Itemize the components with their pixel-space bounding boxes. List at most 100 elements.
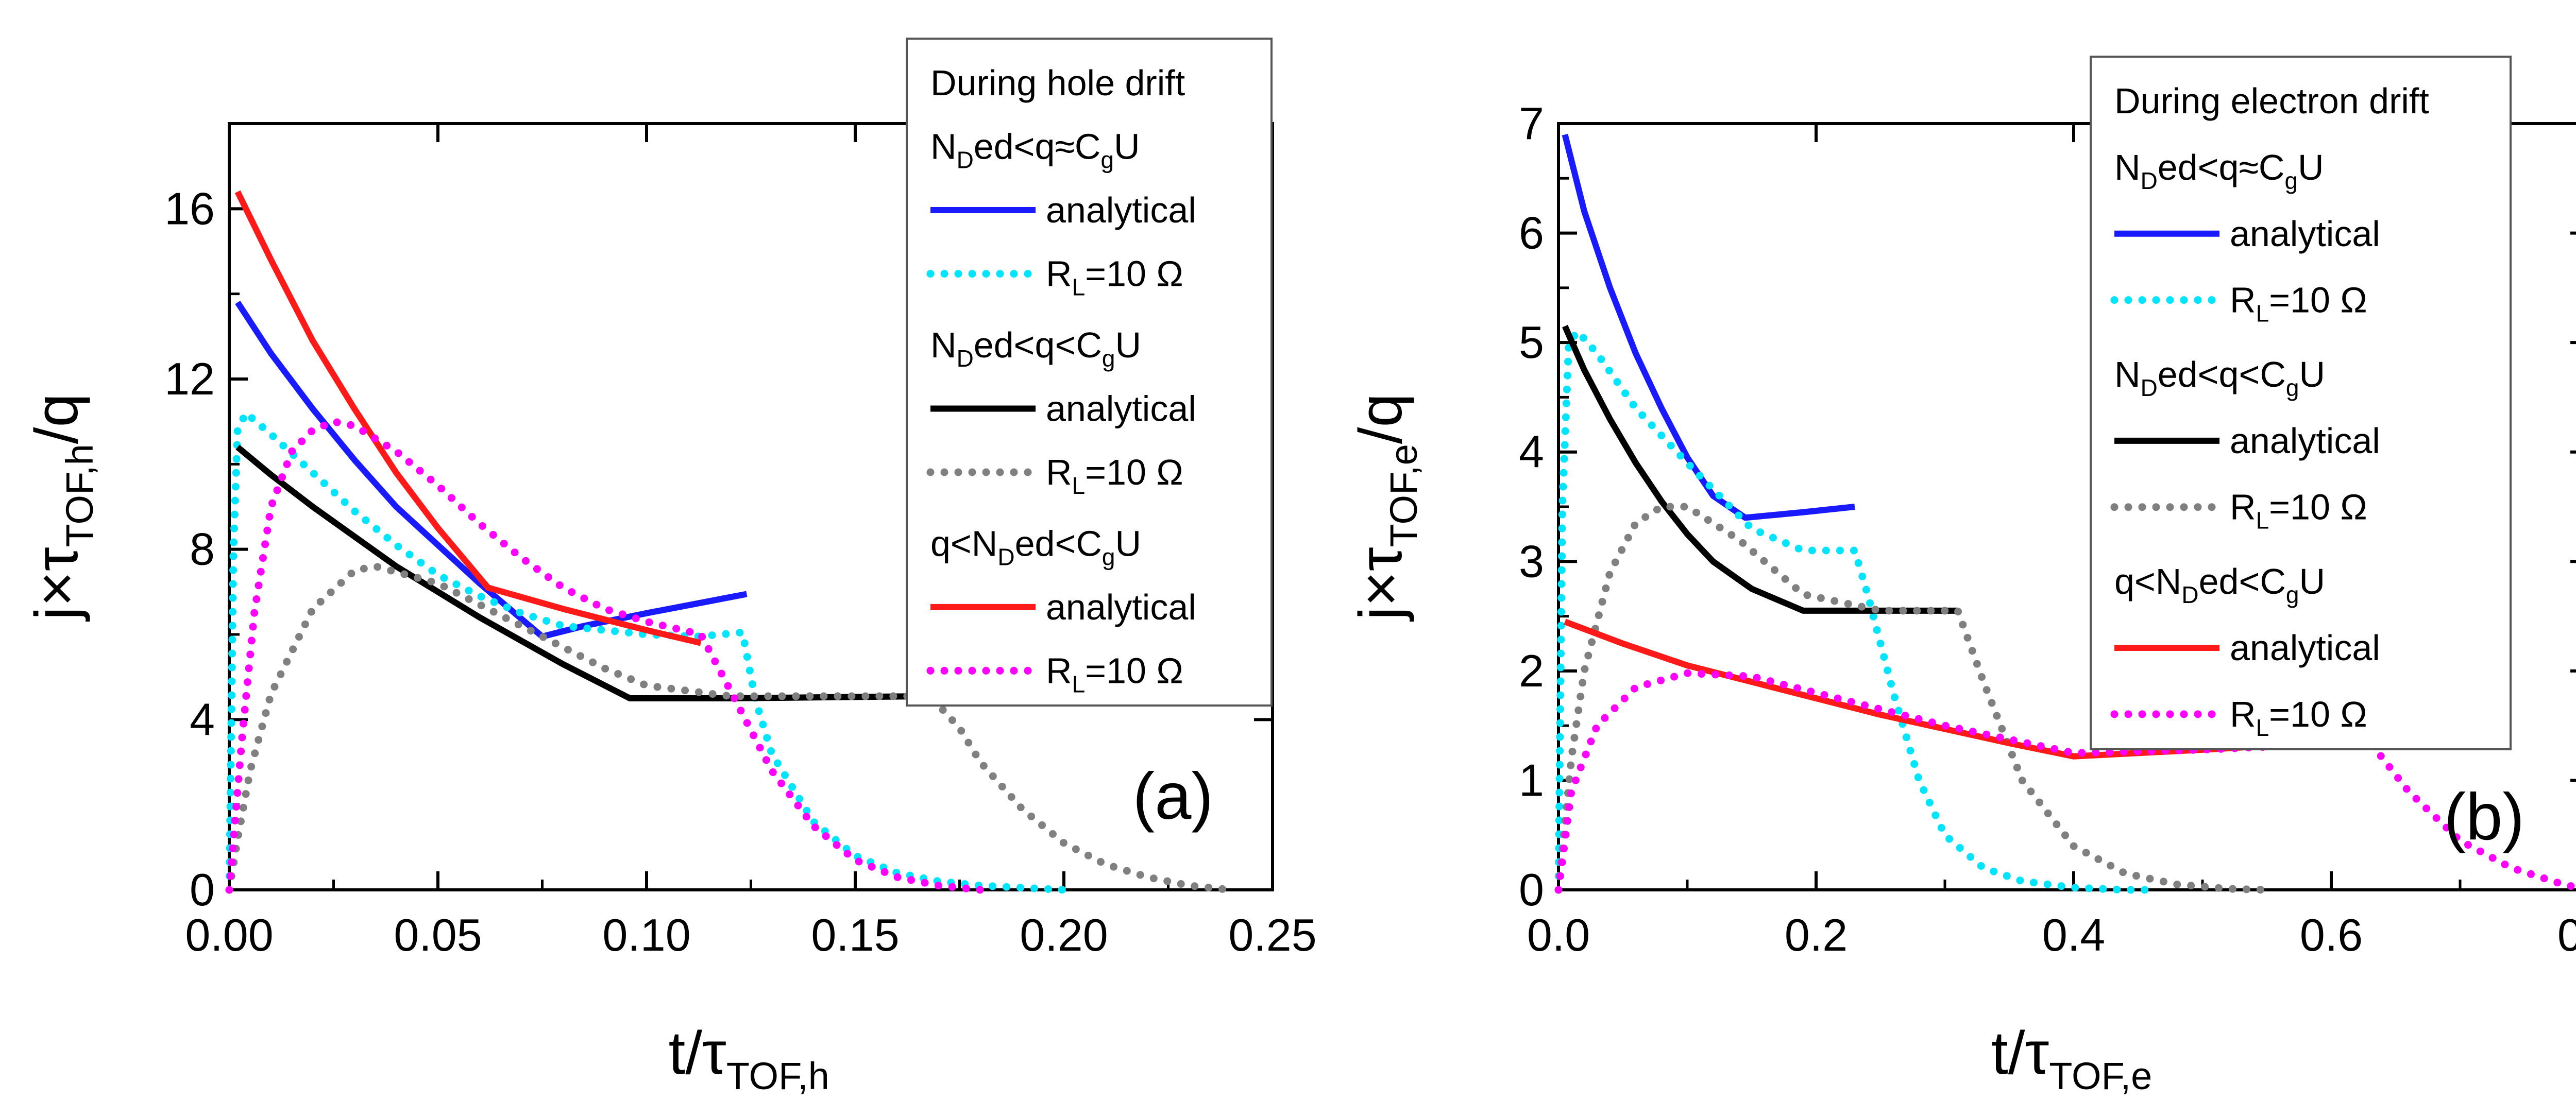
chart-panel-a: 0.00 0.05 0.10 0.15 0.20 0.25 0 4 8 12 16 During ho… [23,38,1317,1097]
heading-part: U [1114,127,1140,167]
heading-part: N [930,127,957,167]
heading-part: N [2114,354,2141,394]
y-title-subscript: TOF,e [1382,444,1425,547]
legend-group-heading: q<NDed<CgU [930,523,1141,570]
legend-entry-label: RL=10 Ω [1046,452,1183,499]
heading-part: ed<C [1015,523,1102,563]
x-tick-label: 0.05 [394,909,482,960]
heading-subscript: g [2286,581,2299,608]
y-tick-label: 4 [1519,426,1544,477]
heading-subscript: D [957,345,974,372]
y-tick-label: 12 [164,353,215,404]
y-axis-title: j×τTOF,h/q [23,393,101,622]
series-line-4 [1554,503,2271,894]
series-line-5 [234,190,702,646]
legend-entry-label: analytical [1046,190,1196,230]
series-line-5 [1564,618,2370,760]
heading-part: ed<q<C [974,325,1102,365]
entry-text: analytical [2230,214,2380,254]
entry-subscript: L [2256,507,2269,534]
entry-text: =10 Ω [1085,452,1183,492]
x-tick-label: 0.8 [2557,909,2576,960]
legend-entry-label: analytical [2230,421,2380,461]
x-tick-label: 0.6 [2300,909,2363,960]
legend-group-heading: q<NDed<CgU [2114,561,2325,608]
legend-entry-label: analytical [2230,214,2380,254]
y-title-main: j×τ [1347,547,1415,622]
heading-part: N [2114,147,2141,187]
heading-part: q<N [930,523,997,563]
heading-subscript: D [997,543,1014,570]
y-title-subscript: TOF,h [58,444,101,547]
y-tick-label: 3 [1519,536,1544,587]
legend-entry-label: RL=10 Ω [2230,694,2367,741]
entry-subscript: L [1072,472,1086,499]
y-tick-label: 0 [190,864,215,915]
entry-text: analytical [2230,421,2380,461]
heading-subscript: g [1102,345,1115,372]
x-title-main: t/τ [1991,1019,2049,1087]
legend-entry-label: analytical [1046,388,1196,428]
entry-text: R [2230,694,2256,734]
entry-subscript: L [2256,714,2269,741]
series-line-6 [1554,669,2576,894]
x-title-subscript: TOF,e [2049,1055,2152,1097]
legend: During electron driftNDed<q≈CgUanalytica… [2090,56,2512,750]
legend-entry-label: analytical [1046,587,1196,627]
heading-part: U [2299,354,2326,394]
series-line-6 [225,418,985,894]
y-tick-label: 16 [164,183,215,234]
entry-subscript: L [1072,274,1086,301]
legend-box [2090,56,2512,750]
series-line-2 [225,409,1068,894]
heading-part: ed<q≈C [2158,147,2285,187]
legend-entry-label: analytical [2230,628,2380,668]
y-tick-label: 0 [1519,864,1544,915]
heading-subscript: D [957,147,974,174]
heading-part: ed<q≈C [974,127,1101,167]
entry-text: analytical [2230,628,2380,668]
entry-text: =10 Ω [2269,694,2367,734]
entry-text: =10 Ω [2269,487,2367,527]
x-title-main: t/τ [669,1019,726,1087]
heading-part: U [1115,523,1142,563]
series-line-3 [1562,324,1958,614]
heading-part: U [2299,561,2326,601]
y-tick-label: 7 [1519,98,1544,149]
series-line-1 [1562,133,1855,521]
y-tick-label: 8 [190,524,215,575]
y-tick-label: 4 [190,694,215,745]
y-title-main: j×τ [23,547,91,622]
legend-group-heading: NDed<q≈CgU [930,127,1140,174]
heading-subscript: D [2141,374,2158,401]
y-tick-label: 2 [1519,645,1544,696]
y-title-tail: /q [1347,393,1415,444]
legend-group-heading: NDed<q≈CgU [2114,147,2324,194]
entry-subscript: L [1072,670,1086,697]
x-tick-label: 0.20 [1020,909,1108,960]
entry-text: analytical [1046,190,1196,230]
x-tick-label: 0.25 [1228,909,1316,960]
series-line-4 [225,562,1235,894]
entry-text: =10 Ω [1085,254,1183,294]
panel-label: (a) [1133,760,1213,833]
x-axis-title: t/τTOF,h [669,1019,829,1097]
y-tick-label: 1 [1519,754,1544,805]
heading-subscript: g [1100,147,1114,174]
x-tick-label: 0.10 [602,909,690,960]
y-tick-label: 6 [1519,208,1544,259]
heading-part: ed<q<C [2158,354,2286,394]
heading-part: ed<C [2199,561,2286,601]
entry-text: R [1046,452,1072,492]
legend-entry-label: RL=10 Ω [2230,487,2367,534]
legend-entry-label: RL=10 Ω [2230,280,2367,327]
heading-part: U [2298,147,2324,187]
legend-group-heading: NDed<q<CgU [930,325,1141,372]
heading-subscript: D [2181,581,2198,608]
chart-panel-b: 0.0 0.2 0.4 0.6 0.8 0 1 2 3 4 5 6 7 During electron d… [1347,56,2576,1097]
heading-subscript: D [2141,167,2158,194]
y-title-tail: /q [23,393,91,444]
heading-subscript: g [2286,374,2299,401]
entry-text: analytical [1046,587,1196,627]
